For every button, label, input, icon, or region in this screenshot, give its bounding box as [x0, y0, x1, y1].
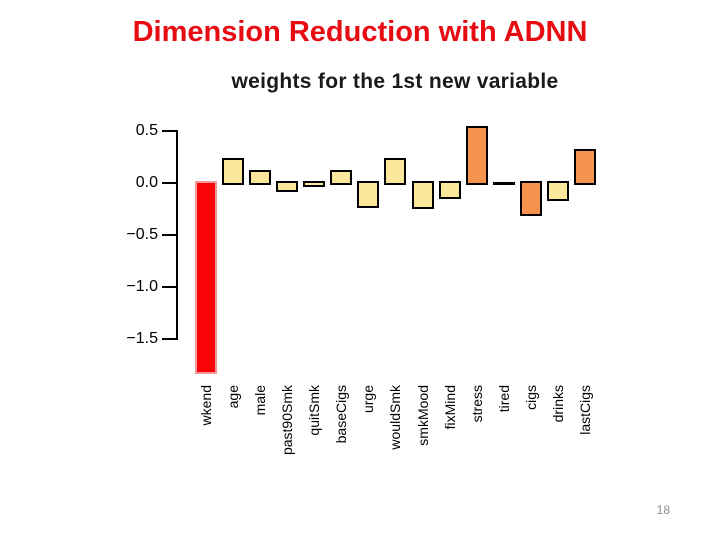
y-tick-label: −0.5: [126, 226, 158, 244]
bar-stress: [465, 125, 488, 185]
slide-title: Dimension Reduction with ADNN: [132, 16, 588, 48]
bar-past90Smk: [276, 181, 299, 193]
bar-age: [222, 158, 245, 185]
xlabel-lastCigs: lastCigs: [576, 385, 593, 435]
xlabel-cigs: cigs: [522, 385, 539, 410]
y-tick: [162, 182, 176, 184]
y-tick: [162, 234, 176, 237]
bar-lastCigs: [573, 148, 596, 185]
xlabel-wouldSmk: wouldSmk: [387, 385, 404, 450]
bar-drinks: [546, 181, 569, 201]
xlabel-baseCigs: baseCigs: [333, 385, 350, 444]
y-tick: [162, 338, 176, 341]
xlabel-tired: tired: [495, 385, 512, 413]
xlabel-stress: stress: [468, 385, 485, 423]
y-tick-label: 0.5: [135, 121, 158, 139]
xlabel-smkMood: smkMood: [414, 385, 431, 446]
bar-male: [249, 169, 272, 185]
xlabel-fixMind: fixMind: [441, 385, 458, 430]
bar-smkMood: [411, 181, 434, 209]
y-tick-label: −1.5: [126, 330, 158, 348]
y-tick: [162, 286, 176, 289]
y-tick-label: 0.0: [135, 174, 158, 191]
bar-tired: [492, 182, 515, 185]
bar-baseCigs: [330, 169, 353, 185]
xlabel-wkend: wkend: [198, 385, 214, 426]
xlabel-urge: urge: [360, 385, 377, 414]
bar-wkend: [195, 181, 217, 374]
bar-urge: [357, 181, 380, 208]
y-tick-label: −1.0: [126, 278, 158, 296]
bar-wouldSmk: [384, 158, 407, 185]
bar-cigs: [519, 181, 542, 217]
xlabel-quitSmk: quitSmk: [306, 385, 323, 436]
xlabel-past90Smk: past90Smk: [279, 385, 296, 456]
xlabel-male: male: [252, 385, 269, 416]
xlabel-age: age: [225, 385, 242, 409]
xlabel-drinks: drinks: [549, 385, 566, 423]
bar-quitSmk: [303, 181, 326, 188]
bar-fixMind: [438, 181, 461, 199]
page-number: 18: [656, 503, 670, 517]
chart-title: weights for the 1st new variable: [231, 70, 559, 93]
y-tick: [162, 129, 176, 132]
y-axis-line: [176, 129, 178, 341]
